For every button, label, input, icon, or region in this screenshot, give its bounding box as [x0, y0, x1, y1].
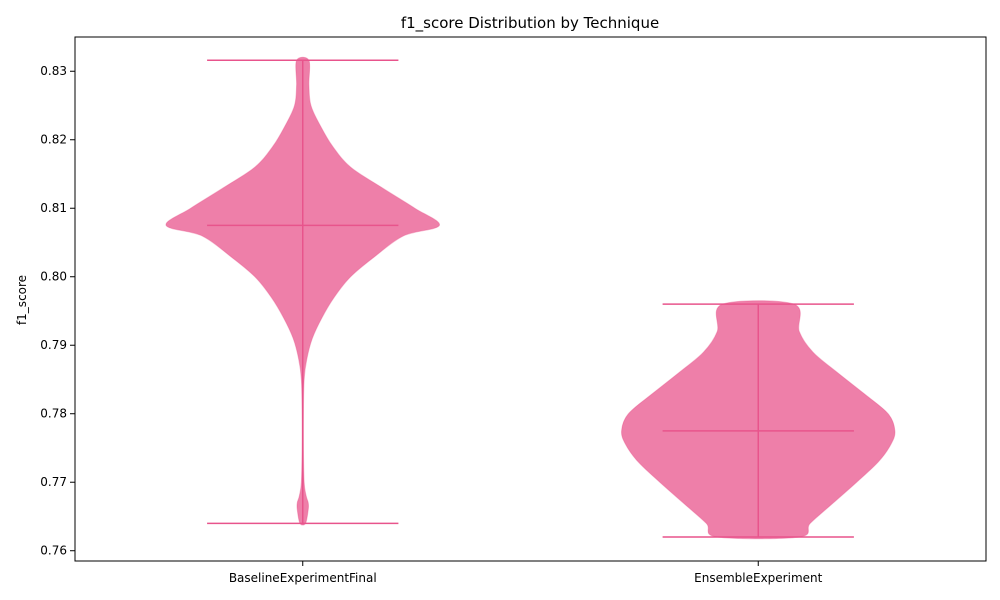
violin-group [165, 56, 896, 540]
x-tick-label: BaselineExperimentFinal [229, 571, 377, 585]
x-axis: BaselineExperimentFinal EnsembleExperimen… [229, 561, 823, 585]
y-tick-label: 0.83 [40, 64, 67, 78]
y-tick-label: 0.77 [40, 475, 67, 489]
chart-title: f1_score Distribution by Technique [401, 14, 659, 33]
y-tick-label: 0.79 [40, 338, 67, 352]
y-tick-label: 0.82 [40, 133, 67, 147]
y-tick-label: 0.76 [40, 544, 67, 558]
y-tick-label: 0.78 [40, 407, 67, 421]
y-tick-label: 0.80 [40, 270, 67, 284]
y-axis: 0.76 0.77 0.78 0.79 0.80 0.81 0.82 0.83 [40, 64, 75, 558]
plot-frame [74, 36, 987, 562]
x-tick-label: EnsembleExperiment [694, 571, 822, 585]
y-axis-label: f1_score [15, 275, 29, 325]
y-tick-label: 0.81 [40, 201, 67, 215]
